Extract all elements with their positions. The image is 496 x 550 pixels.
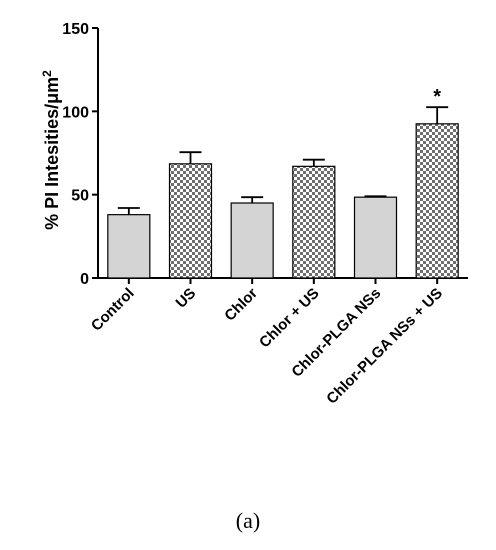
y-axis-label: % PI Intesities/μm2 — [40, 70, 62, 230]
figure-caption: (a) — [235, 508, 261, 533]
bar — [230, 202, 274, 279]
bar — [168, 163, 213, 279]
y-axis-label-main: % PI Intesities/μm — [42, 77, 62, 230]
bar — [292, 165, 336, 279]
x-category-label: US — [173, 285, 200, 312]
x-category-label: Chlor-PLGA NSs + US — [323, 285, 446, 408]
bar — [415, 123, 459, 279]
x-category-label: Chlor — [221, 285, 261, 325]
y-tick-label: 150 — [62, 21, 89, 38]
y-axis-label-superscript: 2 — [40, 70, 54, 77]
bar — [107, 214, 151, 279]
bar — [353, 196, 398, 279]
y-tick-label: 50 — [71, 188, 89, 205]
x-category-label: Control — [88, 285, 138, 335]
y-tick-label: 0 — [80, 271, 89, 288]
y-tick-label: 100 — [62, 104, 89, 121]
x-category-label: Chlor + US — [256, 285, 323, 352]
bar-chart: % PI Intesities/μm2 0 50 100 150 Control US C… — [40, 21, 468, 408]
significance-marker: * — [433, 86, 441, 108]
svg-text:% PI Intesities/μm2: % PI Intesities/μm2 — [40, 70, 62, 230]
